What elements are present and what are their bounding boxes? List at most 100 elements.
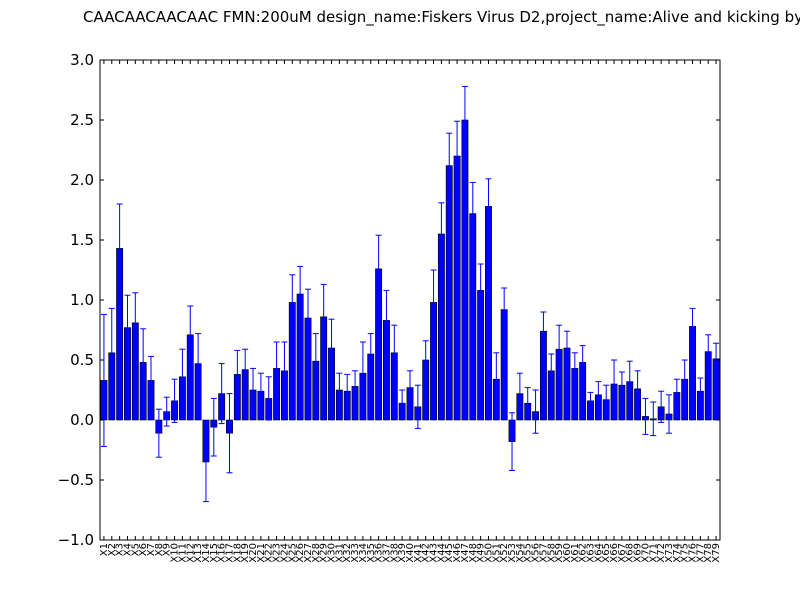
error-bar-X33 — [352, 370, 359, 403]
x-tick-label: X34 — [358, 543, 369, 563]
error-bar-X42 — [422, 340, 429, 380]
error-bar-X50 — [485, 178, 492, 235]
x-tick-label: X23 — [272, 543, 283, 563]
x-tick-label: X46 — [452, 543, 463, 563]
x-tick-label: X18 — [232, 543, 243, 563]
x-tick-label: X76 — [688, 543, 699, 563]
error-bar-X46 — [454, 120, 461, 192]
y-tick-label: 0.0 — [70, 411, 94, 429]
error-bar-X54 — [516, 372, 523, 415]
x-tick-label: X65 — [601, 543, 612, 563]
x-tick-label: X25 — [287, 543, 298, 563]
error-bars-group — [100, 85, 720, 503]
error-bar-X66 — [611, 359, 618, 409]
error-bar-X55 — [524, 387, 531, 420]
error-bar-X39 — [399, 389, 406, 417]
bar-X46 — [453, 155, 461, 421]
error-bar-X16 — [218, 363, 225, 425]
x-tick-label: X1 — [99, 543, 110, 556]
plot-frame — [99, 59, 721, 541]
error-bar-X28 — [312, 333, 319, 390]
error-bar-X7 — [148, 355, 155, 405]
error-bar-X25 — [289, 274, 296, 331]
y-tick-label: −1.0 — [58, 531, 94, 549]
x-tick-label: X21 — [256, 543, 267, 563]
error-bar-X57 — [540, 311, 547, 351]
x-tick-label: X77 — [695, 543, 706, 563]
error-bar-X20 — [250, 367, 257, 413]
error-bar-X74 — [673, 378, 680, 407]
chart-title: CAACAACAACAAC FMN:200uM design_name:Fisk… — [0, 8, 800, 30]
error-bar-X70 — [642, 397, 649, 435]
error-bar-X35 — [367, 333, 374, 375]
error-bar-X3 — [116, 203, 123, 294]
x-tick-label: X55 — [523, 543, 534, 563]
error-bar-X59 — [556, 324, 563, 374]
x-tick-label: X42 — [421, 543, 432, 563]
error-bar-X67 — [618, 371, 625, 399]
x-tick-label: X64 — [593, 543, 604, 563]
error-bar-X75 — [681, 359, 688, 399]
x-tick-label: X62 — [578, 543, 589, 563]
error-bar-X23 — [273, 341, 280, 396]
x-tick-label: X29 — [319, 543, 330, 563]
x-tick-label: X11 — [177, 543, 188, 563]
error-bar-X79 — [713, 342, 720, 375]
error-bar-X10 — [171, 378, 178, 423]
error-bar-X4 — [124, 294, 131, 361]
x-tick-label: X44 — [436, 543, 447, 563]
error-bar-X51 — [493, 352, 500, 407]
error-bar-X17 — [226, 393, 233, 474]
error-bar-X5 — [132, 292, 139, 354]
error-bar-X62 — [579, 345, 586, 380]
error-bar-X78 — [705, 334, 712, 369]
error-bar-X15 — [210, 397, 217, 457]
x-tick-label: X9 — [162, 543, 173, 556]
y-tick-label: 1.5 — [70, 231, 94, 249]
x-tick-label: X22 — [264, 543, 275, 563]
error-bar-X64 — [595, 381, 602, 409]
x-tick-label: X36 — [374, 543, 385, 563]
y-tick-label: 0.5 — [70, 351, 94, 369]
x-tick-label: X10 — [170, 543, 181, 563]
error-bar-X13 — [195, 333, 202, 395]
error-bar-X12 — [187, 305, 194, 365]
x-tick-label: X40 — [405, 543, 416, 563]
x-tick-label: X59 — [554, 543, 565, 563]
x-tick-label: X74 — [672, 543, 683, 563]
x-tick-label: X20 — [248, 543, 259, 563]
error-bar-X53 — [509, 412, 516, 471]
error-bar-X72 — [658, 390, 665, 423]
x-tick-label: X70 — [640, 543, 651, 563]
x-tick-label: X4 — [122, 543, 133, 556]
x-tick-label: X12 — [185, 543, 196, 563]
error-bar-X11 — [179, 348, 186, 405]
x-tick-label: X78 — [703, 543, 714, 563]
error-bar-X19 — [242, 348, 249, 391]
x-tick-label: X47 — [460, 543, 471, 563]
error-bar-X76 — [689, 307, 696, 345]
x-tick-label: X45 — [444, 543, 455, 563]
x-tick-label: X16 — [217, 543, 228, 563]
error-bar-X58 — [548, 353, 555, 389]
x-axis: X1X2X3X4X5X6X7X8X9X10X11X12X13X14X15X16X… — [99, 60, 722, 563]
error-bar-X68 — [626, 360, 633, 403]
y-tick-label: −0.5 — [58, 471, 94, 489]
error-bar-X73 — [665, 394, 672, 434]
y-axis: −1.0 −0.5 0.0 0.5 1.0 1.5 2.0 2.5 3.0 — [58, 51, 720, 549]
x-tick-label: X57 — [538, 543, 549, 563]
x-tick-label: X2 — [107, 543, 118, 556]
error-bar-X18 — [234, 349, 241, 399]
x-tick-label: X79 — [711, 543, 722, 563]
error-bar-X14 — [202, 421, 209, 503]
error-bar-X21 — [257, 372, 264, 410]
y-tick-label: 2.0 — [70, 171, 94, 189]
x-tick-label: X49 — [476, 543, 487, 563]
x-tick-label: X26 — [295, 543, 306, 563]
error-bar-X37 — [383, 289, 390, 351]
error-bar-X77 — [697, 377, 704, 405]
x-tick-label: X37 — [381, 543, 392, 563]
x-tick-label: X63 — [586, 543, 597, 563]
x-tick-label: X35 — [366, 543, 377, 563]
